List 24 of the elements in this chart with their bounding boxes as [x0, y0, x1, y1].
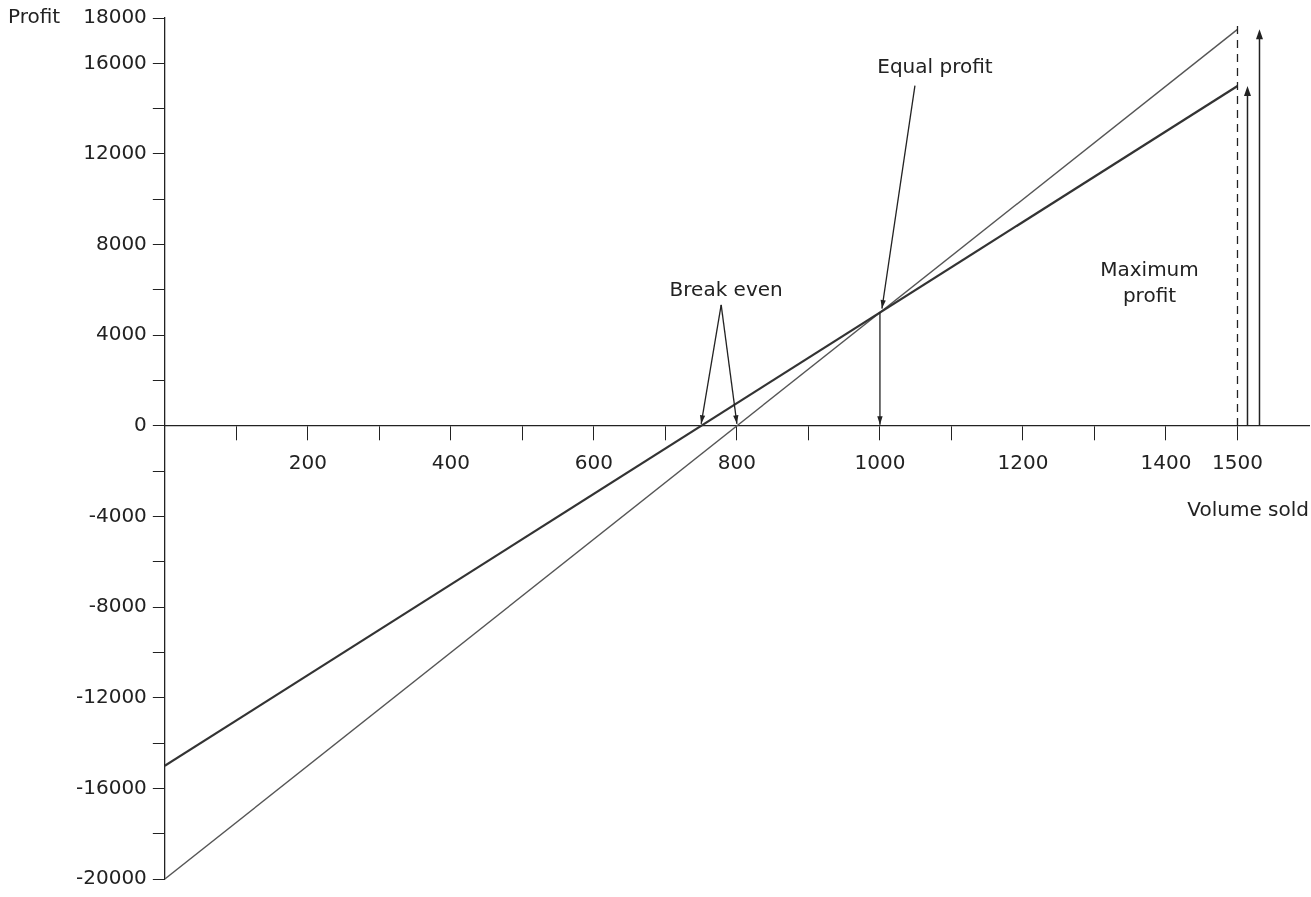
x-axis-title: Volume sold	[1187, 497, 1309, 522]
x-tick-label: 400	[431, 450, 470, 475]
y-tick-label: 0	[134, 412, 147, 437]
y-axis-title: Profit	[8, 4, 61, 29]
x-tick-label: 1200	[997, 450, 1049, 475]
x-tick-label: 1500	[1212, 450, 1263, 475]
x-tick-label: 1400	[1140, 450, 1192, 475]
x-tick-label: 600	[574, 450, 613, 475]
y-tick-label: 18000	[83, 4, 147, 29]
y-tick-label: 4000	[95, 321, 147, 346]
y-tick-label: -8000	[88, 593, 147, 618]
annotation: Equal profit	[877, 53, 993, 78]
y-tick-label: 8000	[95, 230, 147, 255]
annotation: Maximum profit	[1100, 257, 1199, 308]
y-tick-label: -4000	[88, 502, 147, 527]
x-tick-label: 200	[288, 450, 327, 475]
y-tick-label: -12000	[76, 683, 147, 708]
x-tick-label: 1000	[854, 450, 906, 475]
y-tick-label: -16000	[76, 774, 147, 799]
y-tick-label: 16000	[83, 49, 147, 74]
y-tick-label: 12000	[83, 140, 147, 165]
annotation: Break even	[669, 277, 783, 302]
y-tick-label: -20000	[76, 865, 147, 890]
x-tick-label: 800	[717, 450, 757, 475]
